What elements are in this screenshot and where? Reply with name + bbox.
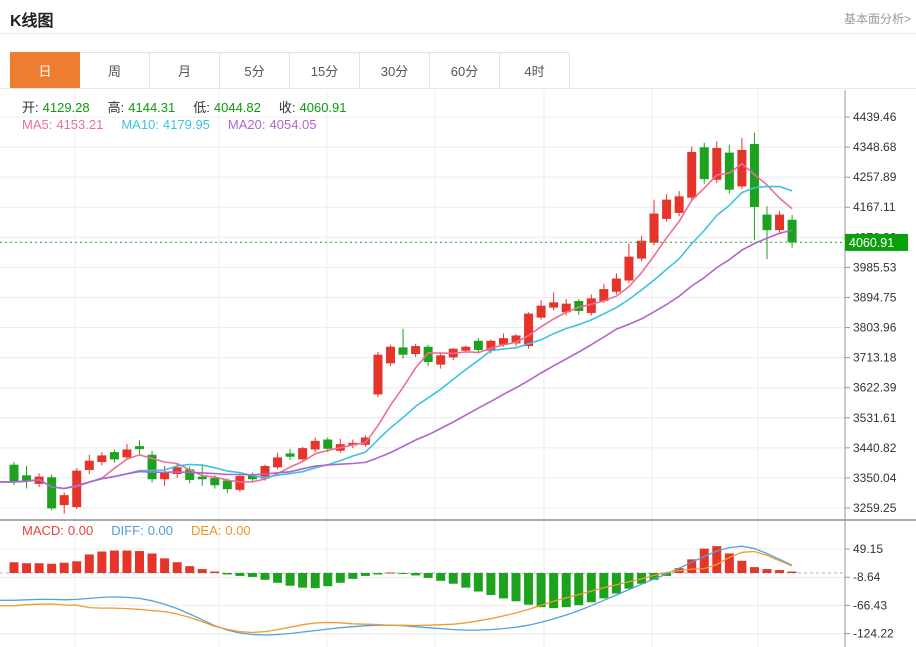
price-axis-labels: 4439.464348.684257.894167.114076.323985.… xyxy=(845,110,897,641)
ma-legend-item-1: MA10: 4179.95 xyxy=(121,117,210,132)
svg-text:-124.22: -124.22 xyxy=(853,627,894,641)
svg-text:3713.18: 3713.18 xyxy=(853,351,897,365)
svg-text:3440.82: 3440.82 xyxy=(853,441,897,455)
dea-line xyxy=(0,550,793,634)
svg-text:3350.04: 3350.04 xyxy=(853,471,897,485)
svg-text:4257.89: 4257.89 xyxy=(853,170,897,184)
tabbar-divider xyxy=(0,88,916,89)
header-divider xyxy=(0,33,916,34)
interval-tab-bar: 日周月 5分 15分 30分 60分 4时 xyxy=(10,52,570,89)
candles-group xyxy=(9,132,797,514)
page-title: K线图 xyxy=(10,13,54,30)
svg-text:3803.96: 3803.96 xyxy=(853,321,897,335)
tab-6[interactable]: 60分 xyxy=(430,52,500,89)
tab-0-active[interactable]: 日 xyxy=(10,52,80,89)
macd-legend-item-0: MACD: 0.00 xyxy=(22,523,94,538)
svg-text:4060.91: 4060.91 xyxy=(849,236,894,250)
ma5-line xyxy=(0,162,793,490)
ma10-line xyxy=(0,185,793,490)
tab-1[interactable]: 周 xyxy=(80,52,150,89)
tab-3[interactable]: 5分 xyxy=(220,52,290,89)
svg-text:-8.64: -8.64 xyxy=(853,570,881,584)
tab-7[interactable]: 4时 xyxy=(500,52,570,89)
svg-text:3622.39: 3622.39 xyxy=(853,381,897,395)
ohlc-legend-item-1: 高: 4144.31 xyxy=(107,100,176,115)
svg-text:3259.25: 3259.25 xyxy=(853,501,897,515)
current-price-badge: 4060.91 xyxy=(845,233,908,251)
ohlc-legend-item-0: 开: 4129.28 xyxy=(22,100,90,115)
macd-histogram xyxy=(9,546,797,609)
macd-legend-item-2: DEA: 0.00 xyxy=(191,523,251,538)
svg-text:-66.43: -66.43 xyxy=(853,598,887,612)
svg-text:4439.46: 4439.46 xyxy=(853,110,897,124)
svg-text:3894.75: 3894.75 xyxy=(853,290,897,304)
tab-5[interactable]: 30分 xyxy=(360,52,430,89)
svg-text:3985.53: 3985.53 xyxy=(853,260,897,274)
ma20-line xyxy=(0,229,793,490)
ohlc-legend: 开: 4129.28 高: 4144.31 低: 4044.82 收: 4060.91 xyxy=(22,97,365,116)
svg-text:3531.61: 3531.61 xyxy=(853,411,897,425)
fundamental-analysis-link[interactable]: 基本面分析> xyxy=(843,12,911,26)
tab-2[interactable]: 月 xyxy=(150,52,220,89)
ma-legend-item-0: MA5: 4153.21 xyxy=(22,117,104,132)
svg-text:4348.68: 4348.68 xyxy=(853,140,897,154)
macd-legend: MACD: 0.00 DIFF: 0.00 DEA: 0.00 xyxy=(22,523,269,538)
ma-legend: MA5: 4153.21 MA10: 4179.95 MA20: 4054.05 xyxy=(22,117,335,132)
svg-text:4167.11: 4167.11 xyxy=(853,200,896,214)
macd-legend-item-1: DIFF: 0.00 xyxy=(111,523,174,538)
ma-legend-item-2: MA20: 4054.05 xyxy=(227,117,317,132)
ohlc-legend-item-2: 低: 4044.82 xyxy=(193,100,261,115)
svg-text:49.15: 49.15 xyxy=(853,542,883,556)
ohlc-legend-item-3: 收: 4060.91 xyxy=(278,100,347,115)
tab-4[interactable]: 15分 xyxy=(290,52,360,89)
